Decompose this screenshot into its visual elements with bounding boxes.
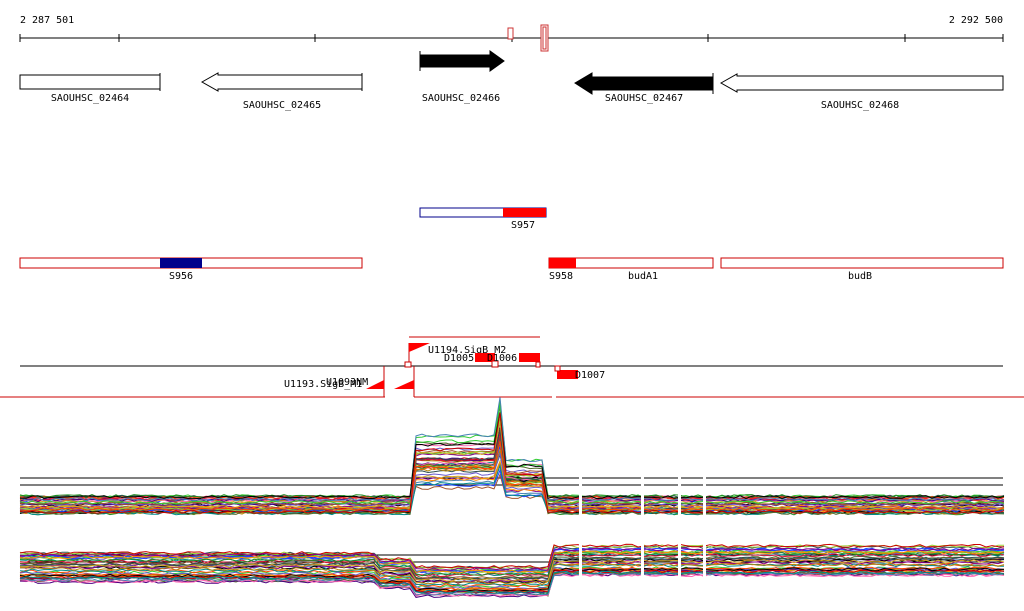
expression-profile-line: [19, 440, 1005, 503]
expression-profile-line: [19, 404, 1005, 505]
feature-tick: [554, 365, 561, 372]
feature-box: [519, 353, 540, 362]
transcript-budB[interactable]: budB: [720, 257, 1004, 282]
feature-tick: [491, 360, 499, 368]
gene-label: SAOUHSC_02464: [51, 93, 129, 104]
expression-profile-line: [19, 421, 1005, 510]
expression-profile-line: [19, 448, 1005, 500]
gene-arrow: [19, 74, 161, 90]
gene-SAOUHSC_02465[interactable]: SAOUHSC_02465: [200, 72, 363, 111]
gene-SAOUHSC_02466[interactable]: SAOUHSC_02466: [419, 50, 505, 104]
expression-profile-line: [19, 570, 1005, 594]
feature-box: [557, 370, 578, 379]
expression-profile-line: [19, 414, 1005, 507]
expression-profile-line: [19, 573, 1005, 597]
transcript-S956[interactable]: S956: [19, 257, 363, 282]
expression-profile-line: [19, 550, 1005, 574]
feature-label: U1093NM: [326, 377, 368, 388]
expression-panel-bottom: [19, 530, 1005, 598]
feature-tick: [535, 361, 541, 368]
feature-D1006[interactable]: D1006: [487, 353, 541, 368]
feature-label: D1007: [575, 370, 605, 381]
coordinate-ruler: 2 287 501 2 292 500: [19, 15, 1004, 52]
transcript-track: S957 S956 S958 budA1 budB: [19, 207, 1004, 282]
feature-triangle: [394, 380, 414, 389]
expression-profile-line: [19, 562, 1005, 585]
transcript-bar: [720, 257, 1004, 269]
gene-arrow: [419, 50, 505, 72]
gene-label: SAOUHSC_02466: [422, 93, 500, 104]
gene-label: SAOUHSC_02465: [243, 100, 321, 111]
small-mark: [507, 27, 514, 40]
expression-profile-line: [19, 418, 1005, 506]
transcript-extra-label: budA1: [628, 271, 658, 282]
gene-label: SAOUHSC_02467: [605, 93, 683, 104]
transcript-label: S958: [549, 271, 573, 282]
feature-tick: [404, 361, 412, 368]
gene-arrow: [719, 73, 1004, 93]
expression-profile-line: [19, 543, 1005, 569]
feature-triangle: [366, 380, 384, 389]
gene-SAOUHSC_02468[interactable]: SAOUHSC_02468: [719, 73, 1004, 111]
expression-profile-line: [19, 397, 1005, 502]
expression-profile-line: [19, 547, 1005, 571]
transcript-label: budB: [848, 271, 872, 282]
feature-label: D1006: [487, 353, 517, 364]
tall-mark-inner: [542, 26, 547, 50]
gene-arrow: [200, 72, 363, 92]
data-gap: [579, 470, 582, 520]
gene-label: SAOUHSC_02468: [821, 100, 899, 111]
expression-profile-line: [19, 441, 1005, 512]
transcript-fill: [549, 258, 576, 268]
data-gap: [641, 530, 644, 585]
gene-track: SAOUHSC_02464 SAOUHSC_02465 SAOUHSC_0246…: [19, 50, 1004, 111]
feature-box: [475, 353, 495, 362]
feature-label: U1193.SigB_M1: [284, 379, 362, 390]
transcript-fill: [160, 258, 202, 268]
ruler-start-label: 2 287 501: [20, 15, 74, 26]
expression-panel-top: [19, 397, 1005, 520]
transcript-label: S956: [169, 271, 193, 282]
gene-SAOUHSC_02464[interactable]: SAOUHSC_02464: [19, 73, 161, 104]
expression-profile-line: [19, 556, 1005, 581]
data-gap: [703, 470, 706, 520]
feature-triangle: [409, 343, 430, 352]
expression-profile-line: [19, 412, 1005, 500]
data-gap: [678, 470, 681, 520]
transcript-label: S957: [511, 220, 535, 231]
expression-profile-line: [19, 551, 1005, 577]
data-gap: [703, 530, 706, 585]
data-gap: [579, 530, 582, 585]
expression-profile-line: [19, 412, 1005, 514]
feature-label: U1194.SigB_M2: [428, 345, 506, 356]
expression-profile-line: [19, 559, 1005, 582]
feature-label: D1005: [444, 353, 474, 364]
expression-profile-line: [19, 567, 1005, 592]
feature-track: U1194.SigB_M2 U1193.SigB_M1 U1093NM D100…: [0, 336, 1024, 398]
feature-U1194.SigB_M2[interactable]: U1194.SigB_M2: [409, 343, 506, 356]
transcript-fill: [503, 208, 546, 217]
ruler-end-label: 2 292 500: [949, 15, 1003, 26]
transcript-S957[interactable]: S957: [419, 207, 547, 231]
gene-arrow: [574, 72, 714, 95]
data-gap: [641, 470, 644, 520]
feature-U1193.SigB_M1[interactable]: U1193.SigB_M1 U1093NM: [284, 377, 414, 390]
feature-D1005[interactable]: D1005: [404, 353, 499, 368]
transcript-S958[interactable]: S958 budA1: [548, 257, 714, 282]
feature-D1007[interactable]: D1007: [554, 365, 605, 381]
gene-SAOUHSC_02467[interactable]: SAOUHSC_02467: [574, 72, 714, 104]
data-gap: [678, 530, 681, 585]
expression-profile-line: [19, 463, 1005, 516]
